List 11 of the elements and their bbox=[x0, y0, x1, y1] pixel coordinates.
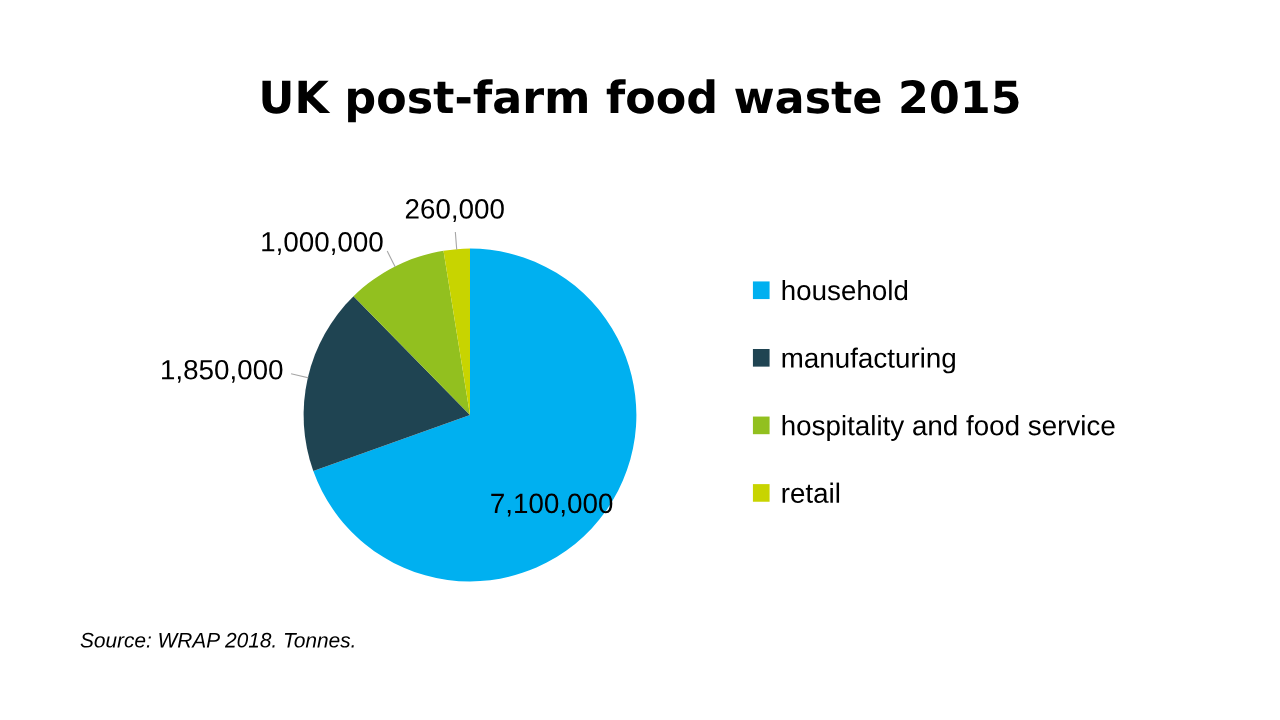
chart-title: UK post-farm food waste 2015 bbox=[262, 79, 1019, 123]
legend-label: hospitality and food service bbox=[782, 415, 1115, 441]
data-label: 1,850,000 bbox=[162, 359, 283, 383]
pie-slice bbox=[443, 248, 470, 415]
data-label: 1,000,000 bbox=[262, 231, 383, 255]
legend-label: manufacturing bbox=[782, 347, 955, 374]
legend-label: household bbox=[782, 279, 908, 301]
source-note: Source: WRAP 2018. Tonnes. bbox=[80, 632, 354, 648]
data-label: 260,000 bbox=[405, 199, 504, 223]
legend-label: retail bbox=[782, 482, 840, 503]
pie-slice bbox=[303, 296, 470, 471]
